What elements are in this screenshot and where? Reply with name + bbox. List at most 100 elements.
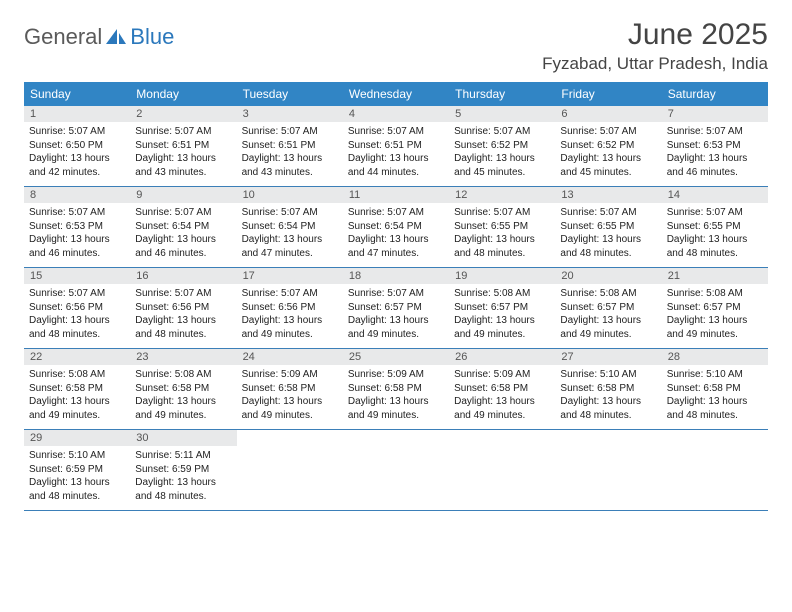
day-number: 28 — [668, 351, 762, 363]
weekday-tuesday: Tuesday — [237, 82, 343, 106]
weekday-header: Sunday Monday Tuesday Wednesday Thursday… — [24, 82, 768, 106]
daynum-bar: 22 — [24, 349, 130, 365]
sunrise-text: Sunrise: 5:07 AM — [29, 125, 125, 139]
day-number: 8 — [30, 189, 124, 201]
day-cell: 14Sunrise: 5:07 AMSunset: 6:55 PMDayligh… — [662, 187, 768, 267]
daylight-text: Daylight: 13 hours and 48 minutes. — [29, 314, 125, 341]
daylight-text: Daylight: 13 hours and 48 minutes. — [135, 314, 231, 341]
daynum-bar: 29 — [24, 430, 130, 446]
daylight-text: Daylight: 13 hours and 48 minutes. — [560, 233, 656, 260]
day-cell — [662, 430, 768, 510]
weekday-thursday: Thursday — [449, 82, 555, 106]
calendar-week: 22 Sunrise: 5:08 AM Sunset: 6:58 PM Dayligh… — [24, 349, 768, 430]
calendar-week: 15Sunrise: 5:07 AMSunset: 6:56 PMDayligh… — [24, 268, 768, 349]
sunrise-text: Sunrise: 5:07 AM — [454, 206, 550, 220]
sunset-text: Sunset: 6:59 PM — [135, 463, 231, 477]
logo-text-blue: Blue — [130, 24, 174, 50]
daylight-text: Daylight: 13 hours and 44 minutes. — [348, 152, 444, 179]
daylight-text: Daylight: 13 hours and 46 minutes. — [135, 233, 231, 260]
sunrise-text: Sunrise: 5:07 AM — [242, 125, 338, 139]
day-cell: 25Sunrise: 5:09 AMSunset: 6:58 PMDayligh… — [343, 349, 449, 429]
sunset-text: Sunset: 6:52 PM — [560, 139, 656, 153]
day-cell: 4Sunrise: 5:07 AMSunset: 6:51 PMDaylight… — [343, 106, 449, 186]
daylight-text: Daylight: 13 hours and 48 minutes. — [667, 395, 763, 422]
daylight-text: Daylight: 13 hours and 48 minutes. — [29, 476, 125, 503]
sunset-text: Sunset: 6:56 PM — [135, 301, 231, 315]
weekday-sunday: Sunday — [24, 82, 130, 106]
daylight-text: Daylight: 13 hours and 49 minutes. — [135, 395, 231, 422]
daylight-text: Daylight: 13 hours and 43 minutes. — [135, 152, 231, 179]
day-cell: 16Sunrise: 5:07 AMSunset: 6:56 PMDayligh… — [130, 268, 236, 348]
calendar-week: 1Sunrise: 5:07 AMSunset: 6:50 PMDaylight… — [24, 106, 768, 187]
page-title: June 2025 — [542, 18, 768, 52]
sunrise-text: Sunrise: 5:09 AM — [348, 368, 444, 382]
day-number: 27 — [561, 351, 655, 363]
logo-text-general: General — [24, 24, 102, 50]
day-cell: 13Sunrise: 5:07 AMSunset: 6:55 PMDayligh… — [555, 187, 661, 267]
daynum-bar: 16 — [130, 268, 236, 284]
day-number: 30 — [136, 432, 230, 444]
sunrise-text: Sunrise: 5:07 AM — [348, 206, 444, 220]
day-cell: 9Sunrise: 5:07 AMSunset: 6:54 PMDaylight… — [130, 187, 236, 267]
day-cell: 20Sunrise: 5:08 AMSunset: 6:57 PMDayligh… — [555, 268, 661, 348]
sunset-text: Sunset: 6:57 PM — [454, 301, 550, 315]
day-cell: 21Sunrise: 5:08 AMSunset: 6:57 PMDayligh… — [662, 268, 768, 348]
logo: General Blue — [24, 18, 174, 50]
day-cell: 27Sunrise: 5:10 AMSunset: 6:58 PMDayligh… — [555, 349, 661, 429]
sunrise-text: Sunrise: 5:07 AM — [560, 125, 656, 139]
daynum-bar: 1 — [24, 106, 130, 122]
daynum-bar: 25 — [343, 349, 449, 365]
sunrise-text: Sunrise: 5:10 AM — [29, 449, 125, 463]
daylight-text: Daylight: 13 hours and 48 minutes. — [560, 395, 656, 422]
day-cell: 8Sunrise: 5:07 AMSunset: 6:53 PMDaylight… — [24, 187, 130, 267]
sunrise-text: Sunrise: 5:07 AM — [242, 206, 338, 220]
daynum-bar: 21 — [662, 268, 768, 284]
daylight-text: Daylight: 13 hours and 47 minutes. — [348, 233, 444, 260]
day-number: 2 — [136, 108, 230, 120]
sunset-text: Sunset: 6:57 PM — [560, 301, 656, 315]
daylight-text: Daylight: 13 hours and 43 minutes. — [242, 152, 338, 179]
daylight-text: Daylight: 13 hours and 48 minutes. — [454, 233, 550, 260]
daynum-bar: 8 — [24, 187, 130, 203]
daynum-bar: 30 — [130, 430, 236, 446]
calendar-body: 1Sunrise: 5:07 AMSunset: 6:50 PMDaylight… — [24, 106, 768, 511]
sunrise-text: Sunrise: 5:07 AM — [29, 206, 125, 220]
weekday-wednesday: Wednesday — [343, 82, 449, 106]
sunrise-text: Sunrise: 5:10 AM — [560, 368, 656, 382]
sunset-text: Sunset: 6:54 PM — [348, 220, 444, 234]
day-cell: 7Sunrise: 5:07 AMSunset: 6:53 PMDaylight… — [662, 106, 768, 186]
day-number: 12 — [455, 189, 549, 201]
sunset-text: Sunset: 6:50 PM — [29, 139, 125, 153]
weekday-saturday: Saturday — [662, 82, 768, 106]
daylight-text: Daylight: 13 hours and 45 minutes. — [454, 152, 550, 179]
sunrise-text: Sunrise: 5:07 AM — [348, 287, 444, 301]
daynum-bar: 14 — [662, 187, 768, 203]
day-number: 11 — [349, 189, 443, 201]
daynum-bar: 2 — [130, 106, 236, 122]
sunset-text: Sunset: 6:55 PM — [560, 220, 656, 234]
sunrise-text: Sunrise: 5:07 AM — [135, 125, 231, 139]
daynum-bar: 7 — [662, 106, 768, 122]
day-number: 10 — [243, 189, 337, 201]
daylight-text: Daylight: 13 hours and 49 minutes. — [560, 314, 656, 341]
daylight-text: Daylight: 13 hours and 49 minutes. — [29, 395, 125, 422]
day-cell: 12Sunrise: 5:07 AMSunset: 6:55 PMDayligh… — [449, 187, 555, 267]
daynum-bar: 3 — [237, 106, 343, 122]
logo-sail-icon — [104, 27, 128, 47]
daylight-text: Daylight: 13 hours and 49 minutes. — [454, 314, 550, 341]
day-cell: 19Sunrise: 5:08 AMSunset: 6:57 PMDayligh… — [449, 268, 555, 348]
day-cell: 5Sunrise: 5:07 AMSunset: 6:52 PMDaylight… — [449, 106, 555, 186]
day-cell: 10Sunrise: 5:07 AMSunset: 6:54 PMDayligh… — [237, 187, 343, 267]
sunrise-text: Sunrise: 5:08 AM — [29, 368, 125, 382]
sunset-text: Sunset: 6:51 PM — [135, 139, 231, 153]
daynum-bar: 6 — [555, 106, 661, 122]
sunset-text: Sunset: 6:58 PM — [242, 382, 338, 396]
day-cell: 11 Sunrise: 5:07 AMSunset: 6:54 PMDayligh… — [343, 187, 449, 267]
day-number: 15 — [30, 270, 124, 282]
day-number: 1 — [30, 108, 124, 120]
day-number: 21 — [668, 270, 762, 282]
day-number: 26 — [455, 351, 549, 363]
daynum-bar: 9 — [130, 187, 236, 203]
day-cell: 6Sunrise: 5:07 AMSunset: 6:52 PMDaylight… — [555, 106, 661, 186]
day-cell: 3Sunrise: 5:07 AMSunset: 6:51 PMDaylight… — [237, 106, 343, 186]
